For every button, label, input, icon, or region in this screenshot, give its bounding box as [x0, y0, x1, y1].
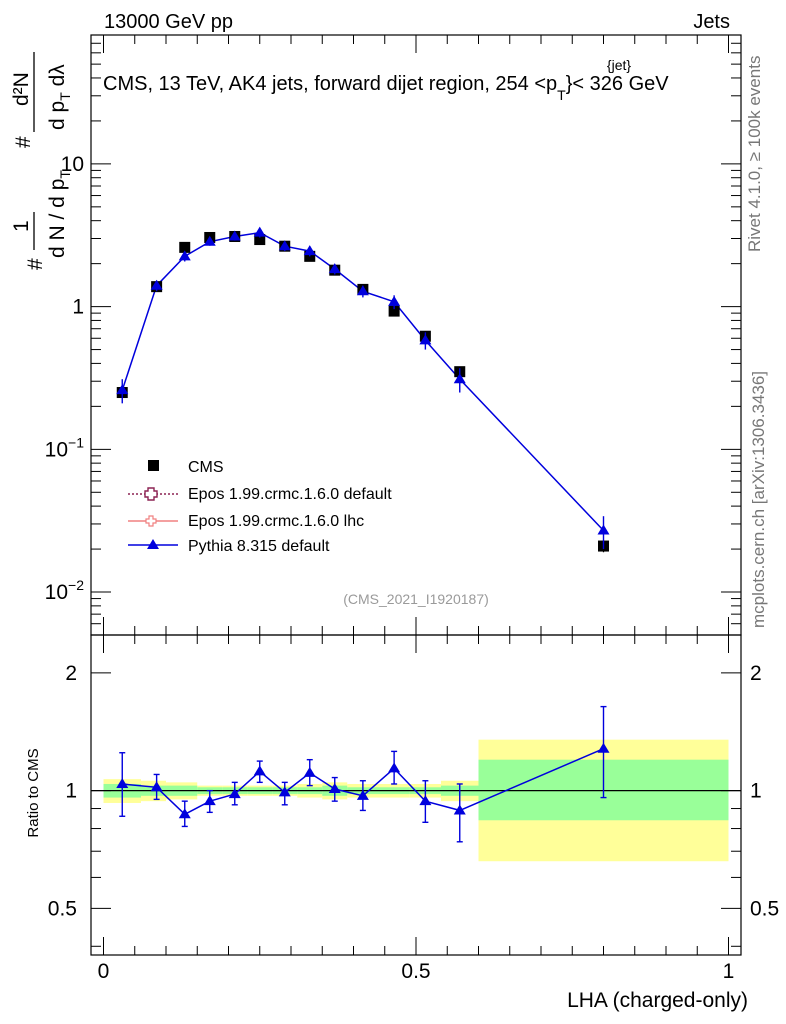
pythia-point — [253, 226, 266, 237]
ratio-y-tick-labels: 0.5 0.5 1 1 2 2 — [48, 662, 779, 920]
ratio-y-axis-label: Ratio to CMS — [25, 748, 42, 837]
ratio-pythia-point — [328, 782, 341, 793]
pythia-point — [388, 295, 401, 306]
header-category: Jets — [693, 11, 730, 33]
ratio-y-tick-label-right: 0.5 — [750, 897, 779, 920]
pythia-point — [116, 384, 129, 395]
legend-marker-epos-default — [144, 487, 158, 501]
cms-point — [388, 305, 400, 317]
pythia-point — [328, 263, 341, 274]
plot-title-sup: {jet} — [607, 57, 631, 73]
ylabel-den: d N / d pT — [46, 170, 73, 258]
pythia-point — [419, 334, 432, 345]
ratio-x-tick-label: 0 — [98, 960, 110, 983]
mcplots-reference-label: mcplots.cern.ch [arXiv:1306.3436] — [749, 371, 768, 628]
ratio-pythia-point — [356, 789, 369, 800]
pythia-point — [228, 230, 241, 241]
legend-label-epos-lhc: Epos 1.99.crmc.1.6.0 lhc — [188, 513, 364, 530]
ratio-frame — [90, 634, 742, 956]
ylabel-num-top: d²N — [10, 72, 33, 106]
plot-title-sub: T — [557, 87, 566, 103]
pythia-point — [453, 373, 466, 384]
main-axis-ticks — [91, 34, 741, 636]
x-axis-label: LHA (charged-only) — [567, 989, 748, 1012]
ratio-pythia-point — [388, 762, 401, 773]
legend-item-pythia: Pythia 8.315 default — [128, 538, 330, 555]
ratio-pythia-point — [116, 777, 129, 788]
ratio-pythia-point — [453, 804, 466, 815]
pythia-point — [178, 250, 191, 261]
ratio-pythia-point — [228, 788, 241, 799]
pythia-point — [150, 279, 163, 290]
legend-item-cms: CMS — [148, 459, 224, 476]
pythia-point — [356, 285, 369, 296]
cms-point — [254, 234, 266, 246]
ratio-x-tick-label: 0.5 — [401, 960, 430, 983]
ylabel-one: 1 — [10, 220, 33, 232]
ratio-pythia-point — [253, 765, 266, 776]
ratio-y-tick-label-right: 2 — [750, 662, 762, 685]
plot-title-tail: }< 326 GeV — [566, 73, 670, 95]
ratio-panel: 0.5 0.51 12 2 0 0.5 1 — [48, 634, 779, 983]
ratio-pythia-point — [303, 766, 316, 777]
main-y-tick-labels: 10−2 10−1 1 10 — [45, 153, 85, 604]
ratio-y-tick-label: 0.5 — [48, 897, 77, 920]
pythia-point — [303, 245, 316, 256]
ratio-y-tick-label-right: 1 — [750, 780, 762, 803]
ratio-plot-area — [91, 705, 741, 862]
ratio-pythia-point — [419, 795, 432, 806]
ratio-y-tick-label: 1 — [65, 780, 77, 803]
legend: CMS Epos 1.99.crmc.1.6.0 default Epos 1.… — [128, 459, 392, 555]
main-plot-area — [116, 226, 610, 553]
pythia-point — [597, 524, 610, 535]
main-y-tick-label: 10 — [61, 153, 84, 176]
analysis-reference: (CMS_2021_I1920187) — [343, 591, 489, 607]
ratio-pythia-point — [178, 808, 191, 819]
legend-label-pythia: Pythia 8.315 default — [188, 538, 330, 555]
ratio-pythia-point — [278, 786, 291, 797]
ratio-y-tick-label: 2 — [65, 662, 77, 685]
legend-marker-cms — [148, 460, 159, 471]
ratio-x-tick-labels: 0 0.5 1 — [98, 960, 735, 983]
main-y-tick-label: 1 — [72, 296, 84, 319]
ratio-pythia-point — [203, 795, 216, 806]
ratio-pythia-point — [597, 742, 610, 753]
pythia-point — [278, 240, 291, 251]
main-y-tick-label: 10−2 — [45, 577, 85, 604]
ratio-pythia-point — [150, 781, 163, 792]
legend-item-epos-lhc: Epos 1.99.crmc.1.6.0 lhc — [128, 513, 364, 530]
ratio-pythia-line — [122, 748, 604, 816]
main-y-tick-label: 10−1 — [45, 434, 85, 461]
main-panel: 10−2 10−1 1 10 — [45, 34, 742, 636]
pythia-point — [203, 235, 216, 246]
ylabel-num-bottom: d pT dλ — [46, 64, 73, 130]
ratio-x-tick-label: 1 — [723, 960, 735, 983]
legend-item-epos-default: Epos 1.99.crmc.1.6.0 default — [128, 486, 392, 503]
plot-title: CMS, 13 TeV, AK4 jets, forward dijet reg… — [103, 73, 669, 103]
legend-marker-pythia — [147, 539, 159, 549]
legend-label-cms: CMS — [188, 459, 224, 476]
cms-point — [179, 241, 191, 253]
ylabel-hash-right: # — [12, 136, 35, 148]
rivet-version-label: Rivet 4.1.0, ≥ 100k events — [745, 56, 764, 252]
ratio-axis-ticks — [91, 635, 741, 955]
main-y-axis-label: # 1 d N / d pT # d²N d pT dλ — [10, 52, 73, 270]
legend-marker-epos-lhc — [145, 515, 157, 527]
plot-title-main: CMS, 13 TeV, AK4 jets, forward dijet reg… — [103, 73, 557, 95]
ylabel-hash-left: # — [24, 258, 47, 270]
header-collision: 13000 GeV pp — [104, 11, 233, 33]
legend-label-epos-default: Epos 1.99.crmc.1.6.0 default — [188, 486, 392, 503]
